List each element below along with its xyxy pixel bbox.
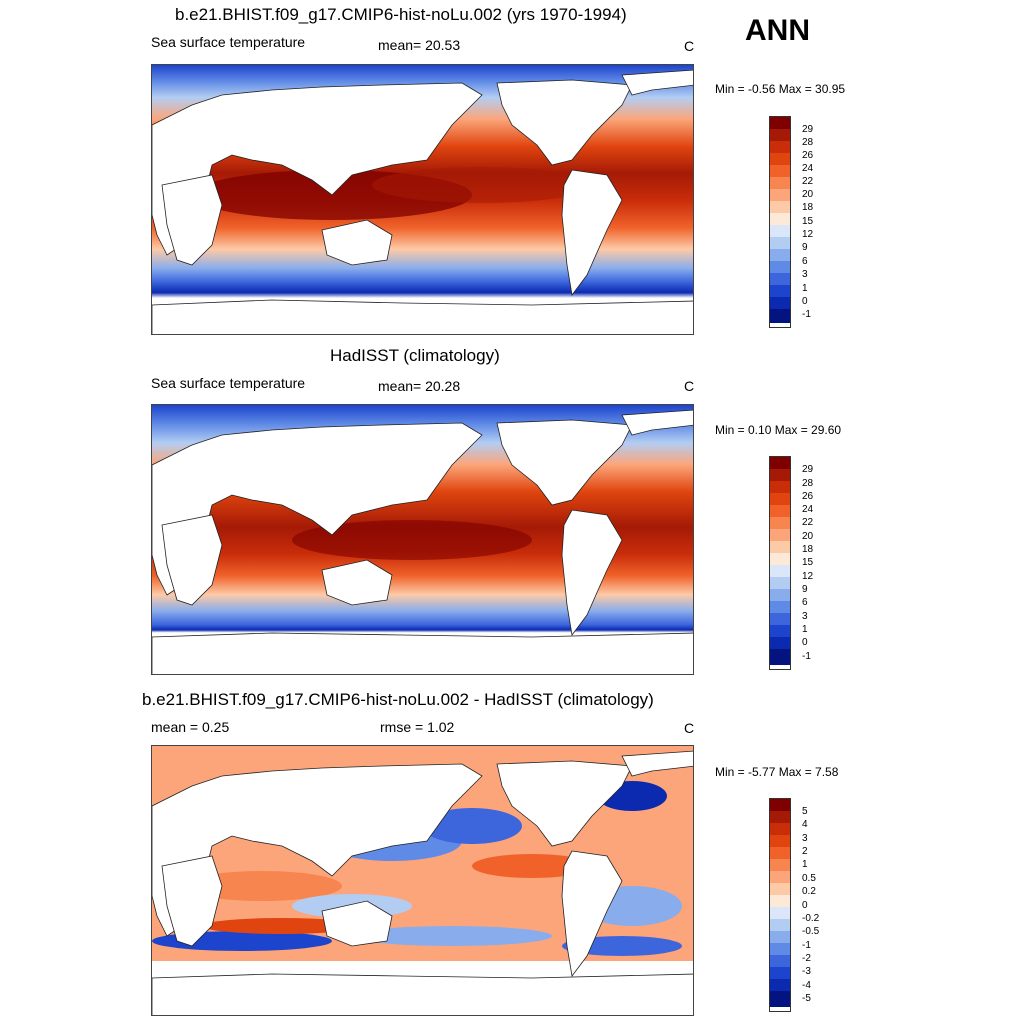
panel3-cbar-label: -2: [802, 953, 811, 964]
panel1-cbar-label: 3: [802, 269, 808, 280]
panel1-cbar-label: 26: [802, 150, 814, 161]
continents: [152, 409, 693, 674]
panel3-colorbar: [769, 798, 791, 1012]
panel3-title: b.e21.BHIST.f09_g17.CMIP6-hist-noLu.002 …: [142, 690, 654, 709]
panel1-title: b.e21.BHIST.f09_g17.CMIP6-hist-noLu.002 …: [175, 5, 627, 24]
panel1-variable-label: Sea surface temperature: [151, 34, 306, 50]
panel1-cbar-label: 15: [802, 216, 814, 227]
panel1-minmax: Min = -0.56 Max = 30.95: [715, 82, 846, 96]
panel1-cbar-label: 29: [802, 124, 814, 135]
panel2-colorbar: [769, 456, 791, 670]
panel1-cbar-label: 6: [802, 256, 808, 267]
panel2-cbar-label: 20: [802, 531, 814, 542]
panel3-mean-label: mean = 0.25: [151, 719, 230, 735]
panel1-cbar-label: 0: [802, 296, 808, 307]
panel2-minmax: Min = 0.10 Max = 29.60: [715, 423, 842, 437]
panel1-cbar-label: -1: [802, 309, 811, 320]
panel2-cbar-label: 3: [802, 611, 808, 622]
panel3-cbar-label: -3: [802, 966, 811, 977]
panel3-cbar-label: -0.5: [802, 926, 820, 937]
panel2-cbar-label: 12: [802, 571, 814, 582]
panel2-cbar-label: 9: [802, 584, 808, 595]
panel3-cbar-label: 4: [802, 819, 808, 830]
panel1-cbar-label: 9: [802, 242, 808, 253]
panel2-cbar-label: 22: [802, 517, 814, 528]
panel3-cbar-label: 5: [802, 806, 808, 817]
panel1-cbar-label: 28: [802, 137, 814, 148]
panel2-title: HadISST (climatology): [330, 346, 500, 365]
panel1-cbar-label: 1: [802, 283, 808, 294]
panel1-map: [151, 64, 694, 335]
panel3-map: [151, 745, 694, 1016]
panel2-cbar-label: 6: [802, 597, 808, 608]
panel1-mean-label: mean= 20.53: [378, 37, 461, 53]
panel2-cbar-label: 18: [802, 544, 814, 555]
panel2-cbar-label: 15: [802, 557, 814, 568]
panel3-units: C: [684, 720, 695, 736]
panel3-cbar-label: -4: [802, 980, 811, 991]
panel3-cbar-label: 2: [802, 846, 808, 857]
panel2-cbar-label: -1: [802, 651, 811, 662]
panel3-cbar-label: -1: [802, 940, 811, 951]
panel3-cbar-label: 0: [802, 900, 808, 911]
panel3-minmax: Min = -5.77 Max = 7.58: [715, 765, 839, 779]
continents: [152, 69, 693, 334]
panel1-cbar-label: 24: [802, 163, 814, 174]
panel2-cbar-label: 1: [802, 624, 808, 635]
panel3-cbar-label: 0.5: [802, 873, 816, 884]
panel1-cbar-label: 20: [802, 189, 814, 200]
panel1-cbar-label: 18: [802, 202, 814, 213]
panel3-rmse-label: rmse = 1.02: [380, 719, 455, 735]
panel2-cbar-label: 26: [802, 491, 814, 502]
panel3-cbar-label: -5: [802, 993, 811, 1004]
panel2-cbar-label: 29: [802, 464, 814, 475]
panel2-map: [151, 404, 694, 675]
panel2-variable-label: Sea surface temperature: [151, 375, 306, 391]
panel1-cbar-label: 22: [802, 176, 814, 187]
panel3-cbar-label: -0.2: [802, 913, 820, 924]
panel2-cbar-label: 24: [802, 504, 814, 515]
panel3-cbar-label: 3: [802, 833, 808, 844]
panel1-units: C: [684, 38, 695, 54]
panel2-cbar-label: 28: [802, 478, 814, 489]
panel3-cbar-label: 1: [802, 859, 808, 870]
panel2-mean-label: mean= 20.28: [378, 378, 461, 394]
panel2-cbar-label: 0: [802, 637, 808, 648]
panel3-cbar-label: 0.2: [802, 886, 816, 897]
panel1-colorbar: [769, 116, 791, 328]
panel2-units: C: [684, 378, 695, 394]
continents: [152, 750, 693, 1015]
panel1-cbar-label: 12: [802, 229, 814, 240]
season-label: ANN: [745, 14, 810, 47]
